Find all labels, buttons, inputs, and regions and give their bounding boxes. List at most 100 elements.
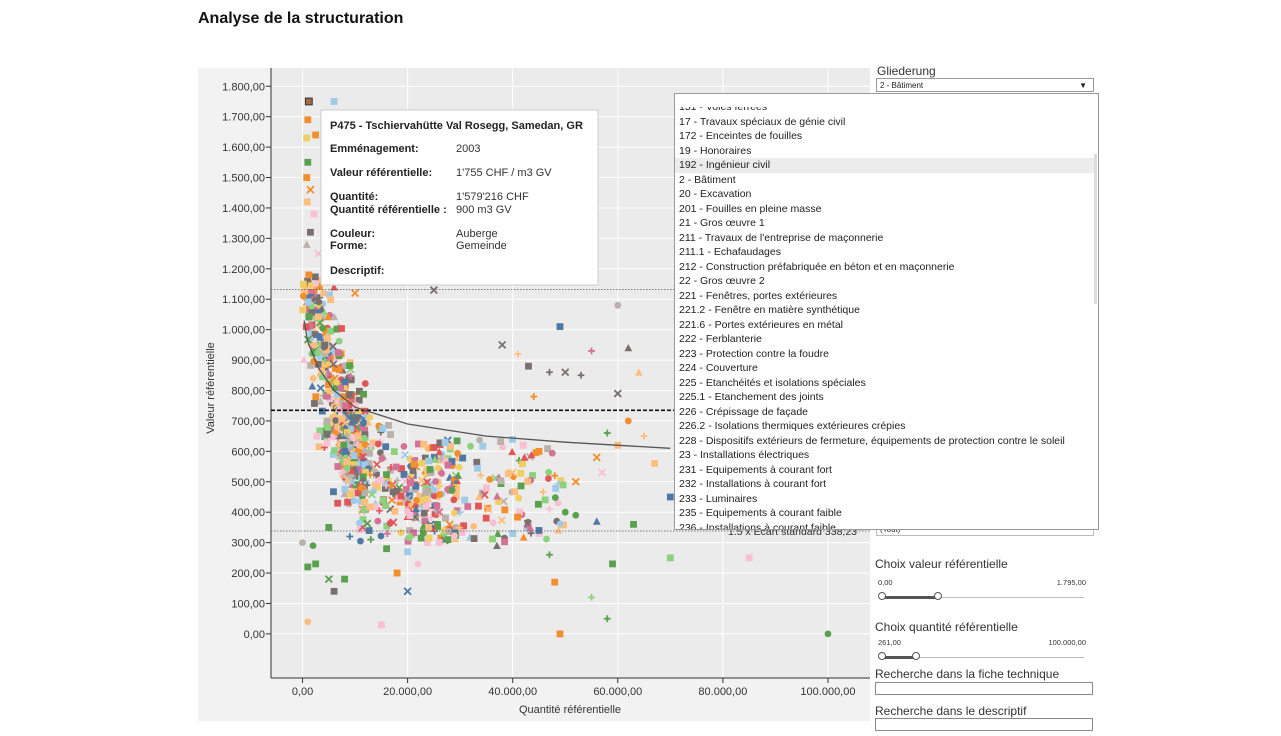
data-point[interactable] <box>335 431 344 440</box>
data-point[interactable] <box>383 522 391 530</box>
data-point[interactable] <box>450 509 458 517</box>
data-point[interactable] <box>334 349 342 357</box>
data-point[interactable] <box>541 496 549 504</box>
data-point[interactable] <box>305 271 313 279</box>
dropdown-option[interactable]: 226.2 - Isolations thermiques extérieure… <box>679 420 906 432</box>
dropdown-option[interactable]: 222 - Ferblanterie <box>679 333 762 345</box>
data-point[interactable] <box>508 447 517 456</box>
data-point[interactable] <box>304 277 312 285</box>
data-point[interactable] <box>505 470 512 478</box>
data-point[interactable] <box>546 368 553 376</box>
data-point[interactable] <box>417 476 426 485</box>
data-point[interactable] <box>351 289 360 298</box>
data-point[interactable] <box>493 541 501 550</box>
data-point[interactable] <box>347 372 355 380</box>
data-point[interactable] <box>517 482 525 490</box>
data-point[interactable] <box>361 498 369 506</box>
data-point[interactable] <box>309 375 317 382</box>
data-point[interactable] <box>433 502 441 510</box>
data-point[interactable] <box>554 499 562 507</box>
data-point[interactable] <box>312 393 320 401</box>
data-point[interactable] <box>312 131 320 139</box>
quantite-min-handle[interactable] <box>878 652 886 660</box>
quantite-range-slider[interactable]: 261,00 100.000,00 <box>878 638 1086 668</box>
data-point[interactable] <box>347 376 355 384</box>
data-point[interactable] <box>321 341 328 349</box>
dropdown-search-input[interactable] <box>677 96 1096 107</box>
data-point[interactable] <box>346 362 354 370</box>
dropdown-option[interactable]: 221 - Fenêtres, portes extérieures <box>679 289 838 302</box>
data-point[interactable] <box>557 477 565 485</box>
data-point[interactable] <box>534 500 542 508</box>
data-point[interactable] <box>535 527 543 534</box>
dropdown-option[interactable]: 192 - Ingénieur civil <box>675 158 1095 173</box>
data-point[interactable] <box>422 484 430 492</box>
data-point[interactable] <box>316 384 325 393</box>
data-point[interactable] <box>451 532 458 540</box>
data-point[interactable] <box>476 436 483 444</box>
data-point[interactable] <box>352 402 359 410</box>
data-point[interactable] <box>323 346 331 354</box>
data-point[interactable] <box>365 460 373 467</box>
data-point[interactable] <box>444 536 452 544</box>
data-point[interactable] <box>365 527 373 534</box>
data-point[interactable] <box>588 347 595 355</box>
dropdown-option[interactable]: 223 - Protection contre la foudre <box>679 347 830 360</box>
data-point[interactable] <box>424 539 431 547</box>
dropdown-scrollbar[interactable] <box>1094 154 1097 304</box>
data-point[interactable] <box>326 291 333 299</box>
data-point[interactable] <box>426 466 434 473</box>
data-point[interactable] <box>350 452 358 460</box>
data-point[interactable] <box>421 471 429 479</box>
data-point[interactable] <box>342 413 350 421</box>
data-point[interactable] <box>592 453 601 462</box>
data-point[interactable] <box>310 210 318 218</box>
data-point[interactable] <box>489 535 497 543</box>
data-point[interactable] <box>345 391 353 398</box>
data-point[interactable] <box>324 312 332 321</box>
data-point[interactable] <box>366 449 373 457</box>
data-point[interactable] <box>412 482 420 490</box>
data-point[interactable] <box>324 424 331 432</box>
data-point[interactable] <box>341 418 350 428</box>
data-point[interactable] <box>403 587 412 596</box>
data-point[interactable] <box>572 511 580 519</box>
data-point[interactable] <box>329 360 338 369</box>
data-point[interactable] <box>316 397 325 405</box>
data-point[interactable] <box>366 503 374 511</box>
data-point[interactable] <box>592 517 601 525</box>
gliederung-dropdown[interactable]: 151 - Voies ferrées 17 - Travaux spéciaux… <box>674 93 1099 530</box>
data-point[interactable] <box>603 429 611 437</box>
data-point[interactable] <box>450 496 458 504</box>
data-point[interactable] <box>551 472 559 480</box>
data-point[interactable] <box>400 443 408 450</box>
data-point[interactable] <box>435 508 444 517</box>
data-point[interactable] <box>385 421 392 429</box>
data-point[interactable] <box>302 323 310 331</box>
data-point[interactable] <box>362 468 369 476</box>
data-point[interactable] <box>319 373 327 381</box>
data-point[interactable] <box>560 521 567 529</box>
data-point[interactable] <box>474 464 481 472</box>
data-point[interactable] <box>410 529 418 537</box>
dropdown-option[interactable]: 221.2 - Fenêtre en matière synthétique <box>679 304 860 316</box>
data-point[interactable] <box>346 444 354 451</box>
data-point[interactable] <box>516 508 523 516</box>
data-point[interactable] <box>312 280 320 288</box>
data-point[interactable] <box>454 471 462 479</box>
data-point[interactable] <box>334 499 342 507</box>
data-point[interactable] <box>299 355 308 363</box>
data-point[interactable] <box>571 477 580 486</box>
data-point[interactable] <box>389 518 398 527</box>
data-point[interactable] <box>509 436 516 443</box>
data-point[interactable] <box>311 341 319 349</box>
dropdown-option[interactable]: 19 - Honoraires <box>679 144 752 157</box>
dropdown-option[interactable]: 226 - Crépissage de façade <box>679 405 808 418</box>
data-point[interactable] <box>454 449 461 457</box>
data-point[interactable] <box>361 426 369 434</box>
valeur-max-handle[interactable] <box>934 592 942 600</box>
data-point[interactable] <box>371 466 378 474</box>
data-point[interactable] <box>409 466 417 474</box>
dropdown-option[interactable]: 233 - Luminaires <box>679 492 758 505</box>
data-point[interactable] <box>453 437 461 445</box>
